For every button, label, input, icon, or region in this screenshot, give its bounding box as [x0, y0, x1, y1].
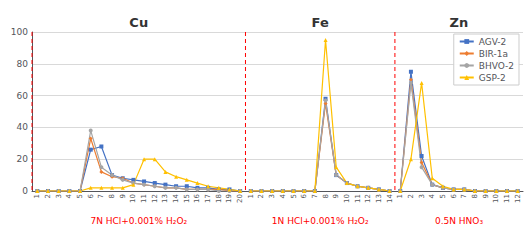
svg-text:14: 14 — [172, 193, 180, 202]
svg-text:11: 11 — [140, 194, 148, 203]
svg-text:9: 9 — [482, 194, 490, 198]
svg-text:100: 100 — [11, 27, 28, 37]
svg-text:19: 19 — [225, 194, 233, 203]
svg-text:4: 4 — [428, 193, 436, 198]
svg-text:20: 20 — [236, 194, 244, 203]
svg-text:BHVO-2: BHVO-2 — [479, 61, 514, 71]
svg-text:12: 12 — [151, 194, 159, 203]
svg-text:9: 9 — [119, 194, 127, 198]
svg-text:6: 6 — [450, 193, 458, 198]
svg-text:GSP-2: GSP-2 — [479, 73, 506, 83]
svg-text:5: 5 — [290, 194, 298, 198]
svg-text:Cu: Cu — [129, 15, 148, 30]
svg-text:7: 7 — [460, 194, 468, 198]
svg-text:8: 8 — [108, 194, 116, 198]
svg-text:13: 13 — [375, 194, 383, 203]
svg-text:16: 16 — [193, 193, 201, 202]
svg-text:2: 2 — [44, 194, 52, 198]
svg-text:7: 7 — [311, 194, 319, 198]
svg-text:2: 2 — [257, 194, 265, 198]
svg-text:8: 8 — [322, 194, 330, 198]
svg-text:1: 1 — [247, 194, 255, 198]
svg-text:3: 3 — [268, 194, 276, 198]
svg-text:10: 10 — [343, 194, 351, 203]
svg-text:80: 80 — [17, 59, 29, 69]
svg-text:18: 18 — [215, 194, 223, 203]
svg-text:Zn: Zn — [450, 15, 469, 30]
svg-text:2: 2 — [407, 194, 415, 198]
svg-text:0.5N HNO₃: 0.5N HNO₃ — [435, 216, 483, 226]
svg-text:AGV-2: AGV-2 — [479, 37, 507, 47]
svg-text:12: 12 — [514, 194, 522, 203]
svg-text:40: 40 — [17, 122, 29, 132]
svg-text:3: 3 — [418, 194, 426, 198]
svg-text:20: 20 — [17, 154, 29, 164]
svg-text:10: 10 — [492, 194, 500, 203]
svg-text:5: 5 — [439, 194, 447, 198]
svg-text:4: 4 — [65, 193, 73, 198]
svg-text:60: 60 — [17, 91, 29, 101]
svg-text:6: 6 — [300, 193, 308, 198]
svg-text:9: 9 — [332, 194, 340, 198]
svg-text:13: 13 — [161, 194, 169, 203]
svg-text:7: 7 — [97, 194, 105, 198]
svg-text:1N HCl+0.001% H₂O₂: 1N HCl+0.001% H₂O₂ — [272, 216, 369, 226]
svg-text:3: 3 — [55, 194, 63, 198]
svg-text:Fe: Fe — [312, 15, 329, 30]
svg-text:17: 17 — [204, 194, 212, 203]
svg-text:0: 0 — [22, 186, 28, 196]
svg-text:7N HCl+0.001% H₂O₂: 7N HCl+0.001% H₂O₂ — [90, 216, 187, 226]
svg-text:5: 5 — [76, 194, 84, 198]
svg-text:11: 11 — [503, 194, 511, 203]
svg-text:4: 4 — [279, 193, 287, 198]
svg-text:BIR-1a: BIR-1a — [479, 49, 508, 59]
svg-text:1: 1 — [396, 194, 404, 198]
svg-text:8: 8 — [471, 194, 479, 198]
svg-text:11: 11 — [354, 194, 362, 203]
svg-text:12: 12 — [364, 194, 372, 203]
svg-text:6: 6 — [87, 193, 95, 198]
svg-text:14: 14 — [386, 193, 394, 202]
svg-text:10: 10 — [129, 194, 137, 203]
svg-text:1: 1 — [33, 194, 41, 198]
svg-text:15: 15 — [183, 194, 191, 203]
